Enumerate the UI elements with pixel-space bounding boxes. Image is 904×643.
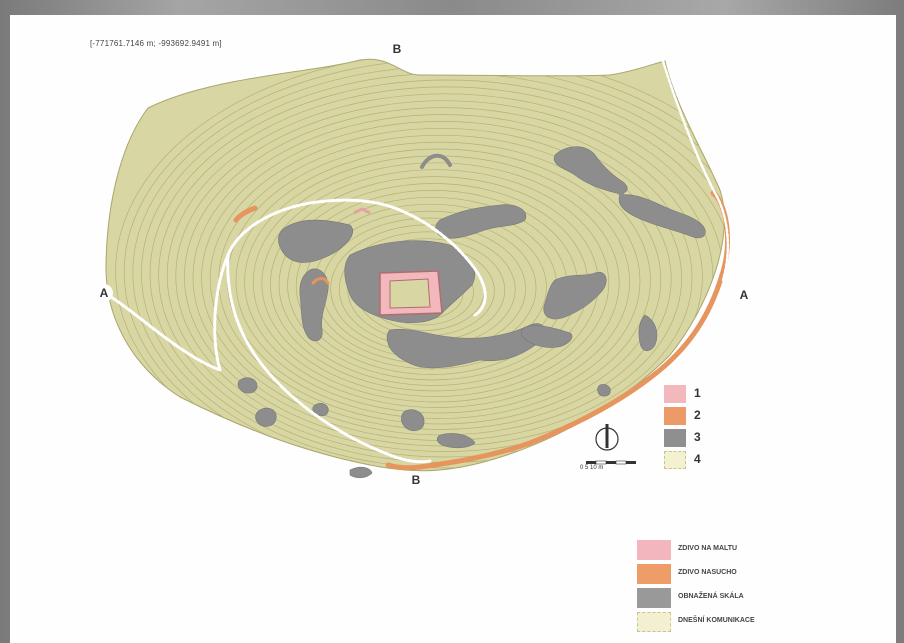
modern-roads: [103, 59, 730, 464]
rock-ridge-east: [562, 161, 703, 236]
legend-swatch-1: [664, 385, 686, 403]
contour-line: [261, 169, 610, 397]
legend-swatch-rock: [637, 588, 671, 608]
section-marker-b-top: B: [388, 40, 406, 58]
legend-number-4: 4: [694, 452, 701, 466]
scale-bar: [586, 460, 636, 465]
north-arrow: [595, 424, 619, 451]
rock-ridge: [420, 153, 452, 169]
section-marker-a-left: A: [95, 284, 113, 302]
dry-masonry: [233, 190, 730, 471]
legend-swatch-3: [664, 429, 686, 447]
legend-label-mortar: ZDIVO NA MALTU: [678, 545, 738, 552]
contour-line: [184, 107, 703, 447]
contour-line: [115, 59, 725, 471]
contour-line: [235, 148, 641, 414]
legend-label-rock: OBNAŽENÁ SKÁLA: [678, 593, 744, 600]
legend-swatch-4: [664, 451, 686, 469]
contour-line: [149, 79, 725, 469]
legend-swatch-dry: [637, 564, 671, 584]
legend-number-1: 1: [694, 386, 701, 400]
contour-line: [175, 100, 714, 452]
site-plan-map: [103, 58, 730, 479]
section-marker-a-right: A: [735, 286, 753, 304]
section-marker-b-bottom: B: [407, 471, 425, 489]
contour-line: [209, 127, 672, 430]
legend-label-road: DNEŠNÍ KOMUNIKACE: [678, 617, 755, 624]
legend-number-2: 2: [694, 408, 701, 422]
legend-label-dry: ZDIVO NASUCHO: [678, 569, 737, 576]
legend-swatch-mortar: [637, 540, 671, 560]
legend-number-3: 3: [694, 430, 701, 444]
scale-bar-label: 0 5 10 m: [580, 465, 604, 471]
mortar-masonry: [353, 207, 443, 316]
legend-swatch-2: [664, 407, 686, 425]
map-sheet: [-771761.7146 m; -993692.9491 m] B A A B…: [10, 15, 896, 643]
contour-line: [252, 162, 620, 403]
legend-swatch-road: [637, 612, 671, 632]
coordinate-label: [-771761.7146 m; -993692.9491 m]: [90, 39, 222, 48]
